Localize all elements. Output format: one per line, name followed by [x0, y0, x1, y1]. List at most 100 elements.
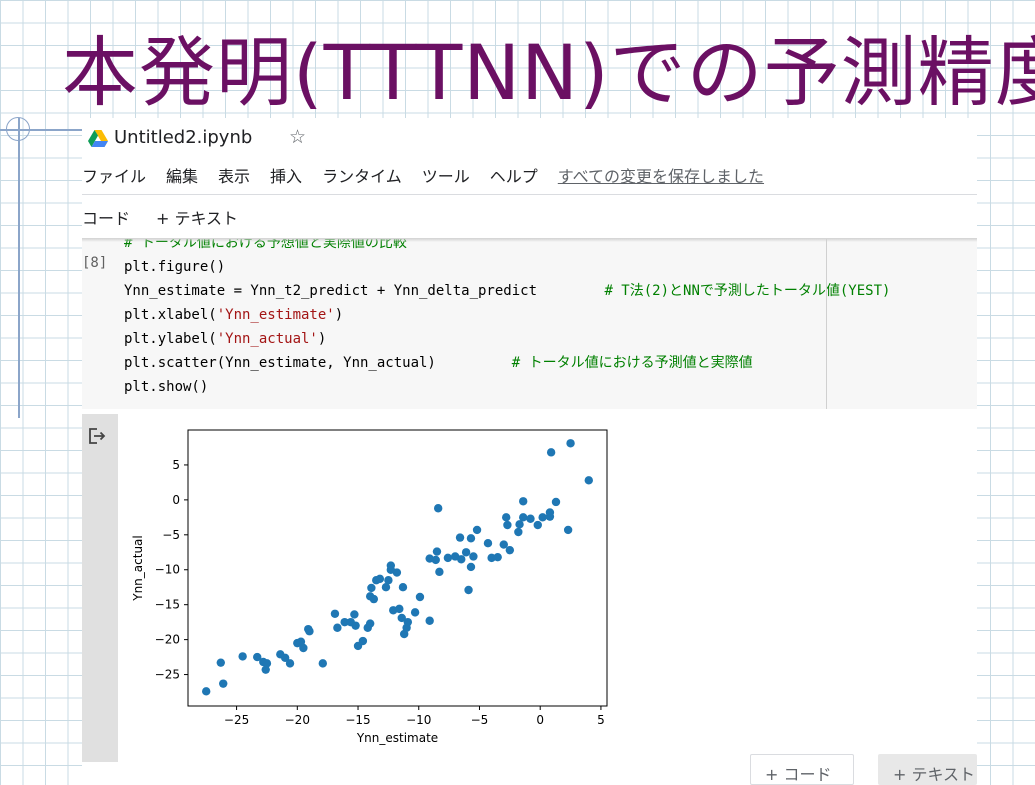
x-tick-label: −25: [224, 713, 249, 727]
data-point: [499, 540, 508, 549]
code-text: ): [317, 331, 327, 347]
data-point: [333, 623, 342, 632]
y-tick-label: −25: [155, 668, 180, 682]
data-point: [392, 568, 402, 577]
code-comment: # T法(2)とNNで予測したトータル値(YEST): [604, 283, 891, 299]
data-point: [386, 561, 396, 570]
data-point: [533, 520, 542, 530]
data-point: [410, 608, 420, 617]
data-point: [493, 552, 502, 562]
x-axis-label: Ynn_estimate: [356, 731, 438, 745]
data-point: [461, 548, 471, 557]
code-line: plt.xlabel('Ynn_estimate'): [124, 303, 890, 327]
data-point: [457, 555, 466, 564]
add-text-button[interactable]: + テキスト: [156, 209, 239, 228]
data-point: [369, 594, 379, 604]
y-tick-label: 5: [172, 458, 180, 472]
data-point: [519, 513, 528, 522]
data-point: [538, 513, 547, 522]
data-point: [351, 621, 360, 630]
output-icon[interactable]: [88, 428, 106, 444]
code-line: plt.ylabel('Ynn_actual'): [124, 327, 890, 351]
menu-help[interactable]: ヘルプ: [489, 167, 538, 186]
deco-horizontal-line: [0, 129, 82, 131]
data-point: [262, 659, 272, 668]
y-tick-label: 0: [172, 493, 180, 507]
add-code-button[interactable]: コード: [82, 209, 131, 228]
data-point: [566, 439, 575, 448]
star-icon[interactable]: ☆: [289, 126, 307, 148]
editor-ruler: [826, 239, 827, 409]
x-tick-label: 0: [536, 713, 544, 727]
code-text: plt.xlabel(: [124, 307, 217, 323]
code-line: Ynn_estimate = Ynn_t2_predict + Ynn_delt…: [124, 279, 890, 303]
data-point: [515, 520, 524, 529]
data-point: [526, 514, 535, 523]
data-point: [261, 665, 270, 674]
menu-runtime[interactable]: ランタイム: [322, 167, 402, 186]
data-point: [415, 592, 425, 602]
code-text: ): [334, 307, 344, 323]
data-point: [443, 553, 453, 563]
menu-insert[interactable]: 挿入: [270, 167, 303, 186]
x-tick-label: 5: [597, 713, 605, 727]
data-point: [305, 627, 314, 636]
code-text: plt.scatter(Ynn_estimate, Ynn_actual): [124, 355, 512, 371]
notebook-title[interactable]: Untitled2.ipynb: [114, 127, 253, 148]
data-point: [397, 613, 406, 623]
notebook-header: Untitled2.ipynb ☆: [82, 118, 977, 158]
code-editor[interactable]: # トータル値における予想値と実際値の比較 plt.figure() Ynn_e…: [124, 239, 890, 399]
data-point: [216, 658, 225, 667]
data-point: [395, 604, 404, 614]
data-point: [483, 538, 493, 548]
header-divider: [82, 194, 977, 195]
code-line: plt.show(): [124, 375, 890, 399]
data-point: [545, 508, 555, 517]
data-point: [299, 643, 308, 653]
deco-circle: [6, 117, 30, 141]
code-string: 'Ynn_actual': [216, 331, 318, 347]
data-point: [466, 534, 476, 543]
add-code-cell-button[interactable]: + コード: [750, 754, 854, 785]
data-point: [384, 576, 393, 585]
data-point: [381, 583, 391, 592]
save-status-link[interactable]: すべての変更を保存しました: [557, 167, 765, 186]
data-point: [472, 525, 482, 535]
data-point: [433, 504, 443, 513]
data-point: [340, 617, 349, 627]
menu-file[interactable]: ファイル: [82, 167, 147, 186]
x-tick-label: −5: [471, 713, 489, 727]
menu-tools[interactable]: ツール: [421, 167, 470, 186]
slide-title: 本発明(TTTNN)での予測精度: [62, 28, 1035, 117]
code-comment: # トータル値における予想値と実際値の比較: [124, 239, 407, 251]
code-text: Ynn_estimate = Ynn_t2_predict + Ynn_delt…: [124, 283, 605, 299]
menu-view[interactable]: 表示: [218, 167, 251, 186]
data-point: [425, 616, 434, 625]
execution-count: [8]: [82, 255, 108, 271]
plot-frame: [187, 429, 608, 707]
add-text-cell-button[interactable]: + テキスト: [878, 754, 977, 785]
data-point: [514, 527, 523, 537]
x-tick-label: −20: [285, 713, 310, 727]
code-line: # トータル値における予想値と実際値の比較: [124, 239, 890, 255]
menu-edit[interactable]: 編集: [166, 167, 199, 186]
code-text: plt.ylabel(: [124, 331, 217, 347]
data-point: [403, 617, 413, 627]
data-point: [503, 520, 512, 530]
data-point: [432, 547, 442, 556]
code-string: 'Ynn_estimate': [216, 307, 335, 323]
menu-bar: ファイル 編集 表示 挿入 ランタイム ツール ヘルプ すべての変更を保存しまし…: [82, 162, 764, 188]
data-point: [563, 525, 573, 535]
toolbar-shadow: [82, 238, 977, 242]
y-tick-label: −20: [155, 633, 180, 647]
data-point: [253, 652, 262, 662]
data-point: [285, 659, 295, 668]
google-drive-icon: [88, 130, 108, 147]
data-point: [546, 448, 556, 457]
data-point: [464, 585, 473, 595]
code-cell[interactable]: [8] # トータル値における予想値と実際値の比較 plt.figure() Y…: [82, 239, 977, 409]
colab-window: Untitled2.ipynb ☆ ファイル 編集 表示 挿入 ランタイム ツー…: [82, 118, 977, 785]
y-axis-label: Ynn_actual: [131, 535, 145, 602]
y-tick-label: −15: [155, 598, 180, 612]
data-point: [350, 610, 359, 619]
